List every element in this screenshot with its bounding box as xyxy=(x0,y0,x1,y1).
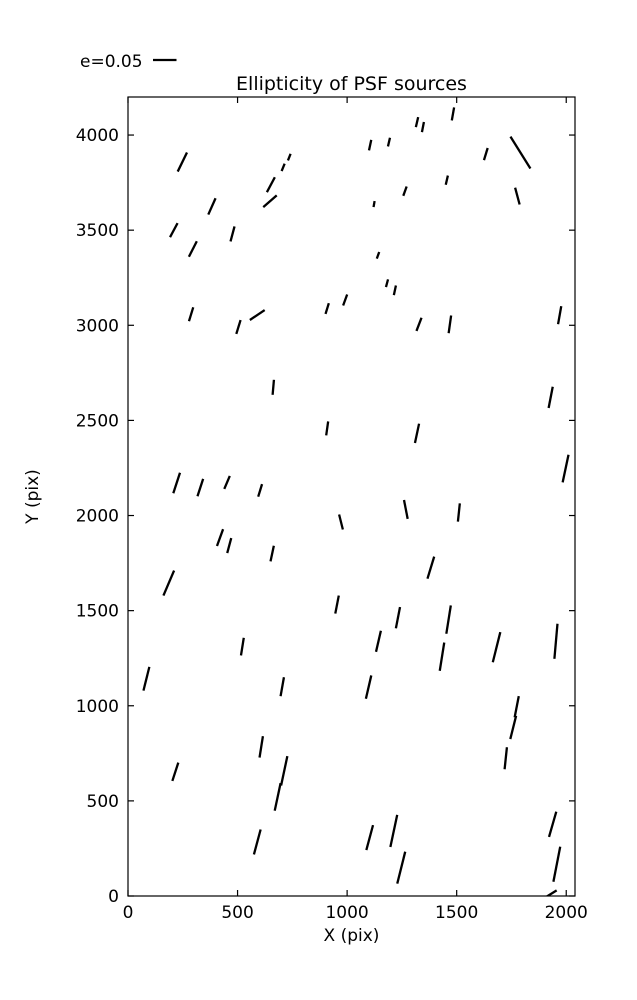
ellipticity-stick xyxy=(444,175,449,185)
legend: e=0.05 xyxy=(80,52,177,72)
ellipticity-stick xyxy=(279,755,289,786)
ellipticity-stick xyxy=(271,379,276,395)
ellipticity-stick xyxy=(491,631,502,663)
ellipticity-stick xyxy=(187,240,198,258)
ellipticity-stick xyxy=(226,537,233,554)
ellipticity-stick xyxy=(384,279,390,288)
ellipticity-stick xyxy=(396,851,407,884)
ellipticity-stick xyxy=(342,294,349,306)
ellipticity-stick xyxy=(223,475,231,490)
plot-frame xyxy=(127,96,576,897)
ellipticity-stick xyxy=(547,386,554,409)
ellipticity-stick xyxy=(142,666,151,691)
ellipticity-stick xyxy=(176,152,189,173)
ellipticity-stick xyxy=(215,528,225,547)
ellipticity-stick xyxy=(239,637,245,656)
ellipticity-stick xyxy=(273,782,282,811)
ellipticity-stick xyxy=(374,630,383,653)
ellipticity-stick xyxy=(438,642,446,672)
ellipticity-stick xyxy=(456,503,461,522)
ellipticity-stick xyxy=(445,605,452,634)
ellipticity-stick xyxy=(367,139,373,151)
ellipticity-stick xyxy=(552,846,562,882)
ellipticity-stick xyxy=(513,695,520,718)
ellipticity-stick xyxy=(269,545,275,562)
ellipticity-stick xyxy=(514,187,521,205)
ellipticity-stick xyxy=(325,421,330,436)
ellipticity-stick xyxy=(265,176,276,193)
ellipticity-stick xyxy=(413,423,421,444)
y-axis-label: Y (pix) xyxy=(23,469,43,525)
ellipticity-stick xyxy=(509,135,532,170)
ellipticity-stick xyxy=(196,478,205,497)
ellipticity-stick xyxy=(171,762,180,782)
ellipticity-stick xyxy=(402,186,408,197)
y-tick-label: 3500 xyxy=(76,221,119,241)
ellipticity-stick xyxy=(334,595,340,614)
ellipticity-stick xyxy=(389,814,399,848)
ellipticity-stick xyxy=(545,889,558,896)
ellipticity-stick xyxy=(503,747,509,770)
ellipticity-stick xyxy=(324,302,330,315)
ellipticity-stick xyxy=(172,472,182,494)
ellipticity-stick xyxy=(337,514,344,530)
ellipticity-stick xyxy=(249,309,266,321)
ellipticity-stick xyxy=(169,222,179,238)
ellipticity-stick xyxy=(229,226,236,242)
ellipticity-stick xyxy=(415,317,423,332)
ellipticity-stick xyxy=(257,483,264,498)
x-axis-label: X (pix) xyxy=(324,926,380,946)
x-tick-label: 2000 xyxy=(545,903,588,923)
ellipticity-stick xyxy=(482,147,489,161)
ellipticity-stick xyxy=(262,194,278,208)
x-tick-label: 500 xyxy=(221,903,253,923)
y-tick-label: 2000 xyxy=(76,507,119,527)
sticks-layer xyxy=(142,107,570,896)
ellipticity-stick xyxy=(556,305,563,325)
ellipticity-stick xyxy=(365,824,375,851)
ellipticity-stick xyxy=(279,677,286,697)
y-tick-label: 500 xyxy=(87,792,119,812)
ellipticity-stick xyxy=(258,735,265,758)
ellipticity-stick xyxy=(375,251,381,259)
ellipticity-stick xyxy=(372,200,376,208)
ellipticity-stick xyxy=(162,570,176,597)
ellipticity-stick xyxy=(426,556,436,579)
ellipticity-stick xyxy=(561,454,570,483)
plot-title: Ellipticity of PSF sources xyxy=(236,73,467,95)
ellipticity-stick xyxy=(207,197,217,216)
ellipticity-stick xyxy=(402,499,409,520)
y-tick-label: 4000 xyxy=(76,126,119,146)
ellipticity-stick xyxy=(235,319,242,335)
ellipticity-stick xyxy=(553,623,559,659)
ellipticity-stick xyxy=(509,715,518,740)
ellipticity-stick xyxy=(420,121,426,133)
axes-ticks: 0 500 1000 1500 2000 0 500 1000 1500 2000 2500 3000… xyxy=(76,97,588,923)
ellipticity-stick xyxy=(286,153,292,161)
ellipticity-stick xyxy=(447,315,453,334)
y-tick-label: 3000 xyxy=(76,316,119,336)
x-tick-label: 0 xyxy=(123,903,134,923)
ellipticity-stick xyxy=(394,606,402,629)
y-tick-label: 2500 xyxy=(76,411,119,431)
ellipticity-stick xyxy=(450,107,456,121)
ellipticity-stick xyxy=(252,829,262,855)
ellipticity-stick xyxy=(386,137,392,147)
ellipticity-stick xyxy=(547,811,558,838)
ellipticity-stick xyxy=(187,306,195,322)
y-tick-label: 1500 xyxy=(76,602,119,622)
ellipticity-stick xyxy=(392,285,398,296)
y-tick-label: 1000 xyxy=(76,697,119,717)
x-tick-label: 1000 xyxy=(325,903,368,923)
y-tick-label: 0 xyxy=(108,887,119,907)
ellipticity-stick xyxy=(414,116,420,128)
ellipticity-stick xyxy=(364,675,373,700)
ellipticity-stick xyxy=(280,163,286,172)
legend-label: e=0.05 xyxy=(80,52,143,72)
x-tick-label: 1500 xyxy=(435,903,478,923)
